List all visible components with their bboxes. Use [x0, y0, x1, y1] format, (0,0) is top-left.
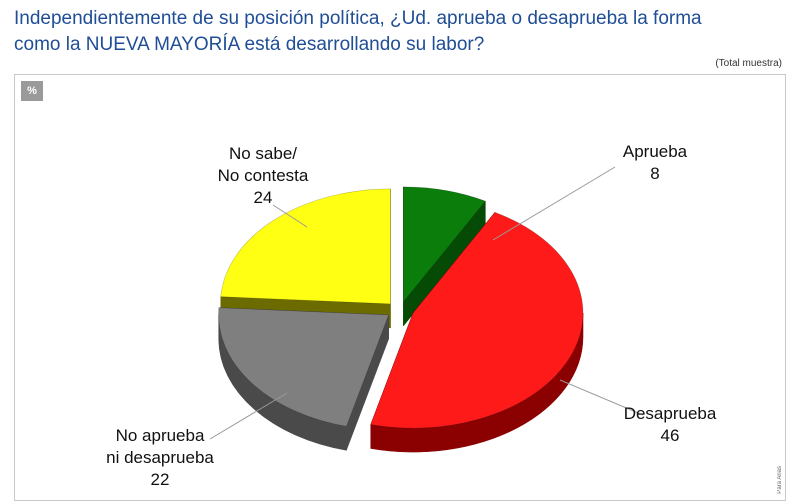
slice-label-line: 8 — [650, 164, 659, 183]
slice-label-no-sabe-no-contesta: No sabe/No contesta 24 — [218, 144, 309, 207]
sample-note: (Total muestra) — [715, 58, 782, 69]
slice-label-line: No sabe/ — [229, 144, 297, 163]
leader-line-no-aprueba-ni-desaprueba — [209, 392, 288, 440]
leader-line-no-sabe-no-contesta — [272, 204, 308, 228]
slice-label-desaprueba: Desaprueba 46 — [624, 404, 717, 445]
percent-badge: % — [21, 81, 43, 101]
title-line-2: como la NUEVA MAYORÍA está desarrollando… — [14, 34, 485, 55]
slice-label-aprueba: Aprueba 8 — [623, 142, 688, 183]
credit-text: Para Arias — [777, 466, 783, 494]
leader-line-aprueba — [492, 166, 616, 241]
title-line-1: Independientemente de su posición políti… — [14, 8, 702, 29]
slice-label-line: 22 — [151, 470, 170, 489]
slice-label-line: No aprueba — [116, 426, 205, 445]
slice-label-line: ni desaprueba — [106, 448, 214, 467]
leader-line-desaprueba — [559, 379, 644, 416]
pie-slice-no-sabe-no-contesta — [220, 188, 391, 305]
slice-label-line: Aprueba — [623, 142, 688, 161]
pie-slice-desaprueba — [370, 211, 584, 429]
pie-chart: Aprueba 8 Desaprueba 46 No aprueba ni desapru… — [106, 142, 717, 489]
chart-title: Independientemente de su posición políti… — [14, 6, 784, 58]
slice-label-line: 24 — [254, 188, 273, 207]
pie-slice-no-aprueba-ni-desaprueba — [218, 307, 390, 427]
chart-panel: % Aprueba 8 Desaprueba 46 No aprueba ni desap… — [14, 74, 786, 501]
slice-label-line: 46 — [661, 426, 680, 445]
pie-tops — [218, 186, 584, 429]
pie-slice-aprueba — [403, 186, 486, 303]
slice-label-line: No contesta — [218, 166, 309, 185]
slice-label-line: Desaprueba — [624, 404, 717, 423]
slice-label-no-aprueba-ni-desaprueba: No aprueba ni desaprueba 22 — [106, 426, 214, 489]
